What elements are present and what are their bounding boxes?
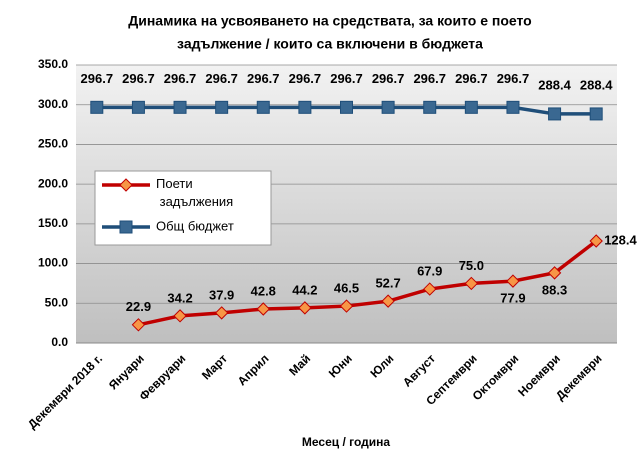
marker (256, 100, 270, 114)
marker (131, 100, 145, 114)
data-label: 296.7 (372, 71, 405, 86)
x-tick-label: Март (199, 351, 230, 382)
marker (339, 299, 354, 313)
data-label: 296.7 (455, 71, 488, 86)
marker (548, 107, 562, 121)
data-label: 288.4 (580, 77, 613, 92)
data-label: 296.7 (205, 71, 238, 86)
marker (464, 276, 479, 291)
x-tick-label: Май (286, 351, 313, 378)
data-label: 42.8 (251, 283, 276, 298)
data-label: 296.7 (81, 71, 114, 86)
legend-label: Общ бюджет (156, 218, 234, 233)
marker (173, 309, 187, 323)
data-label: 88.3 (542, 282, 567, 297)
marker (381, 294, 395, 308)
marker (506, 274, 520, 288)
x-tick-label: Януари (106, 351, 147, 392)
data-label: 296.7 (122, 71, 155, 86)
data-label: 296.7 (330, 71, 363, 86)
marker (119, 220, 133, 234)
marker (298, 301, 312, 315)
marker (340, 100, 353, 114)
data-label: 128.4 (604, 232, 637, 247)
data-label: 34.2 (167, 290, 192, 305)
data-label: 296.7 (289, 71, 322, 86)
data-label: 37.9 (209, 287, 234, 302)
data-label: 77.9 (500, 291, 525, 306)
data-label: 288.4 (538, 77, 571, 92)
series-line (138, 239, 598, 327)
chart-subtitle: задължение / които са включени в бюджета (177, 36, 483, 52)
y-tick-label: 350.0 (38, 57, 68, 71)
marker (381, 100, 395, 114)
marker (589, 107, 603, 121)
data-label: 22.9 (126, 299, 151, 314)
y-tick-label: 250.0 (38, 137, 68, 151)
marker (589, 234, 603, 248)
data-label: 46.5 (334, 281, 359, 296)
y-tick-label: 200.0 (38, 176, 68, 190)
data-label: 67.9 (417, 264, 442, 279)
marker (214, 306, 229, 320)
data-label: 75.0 (459, 258, 484, 273)
data-label: 296.7 (413, 71, 446, 86)
y-tick-label: 150.0 (38, 216, 68, 230)
x-tick-label: Юни (326, 351, 355, 380)
x-tick-label: Август (400, 351, 438, 389)
marker (547, 266, 562, 280)
marker (173, 100, 187, 114)
marker (119, 178, 133, 192)
x-tick-label: Декември 2018 г. (25, 351, 105, 431)
y-tick-label: 50.0 (45, 295, 69, 309)
marker (215, 100, 229, 114)
x-tick-label: Април (235, 351, 272, 388)
data-label: 296.7 (164, 71, 197, 86)
marker (90, 100, 104, 114)
x-tick-label: Юли (367, 351, 396, 380)
x-axis-title: Месец / година (302, 435, 390, 449)
data-label: 52.7 (375, 276, 400, 291)
marker (423, 100, 437, 114)
marker (506, 100, 520, 114)
marker (131, 318, 146, 332)
y-tick-label: 300.0 (38, 97, 68, 111)
y-tick-label: 0.0 (51, 335, 68, 349)
y-tick-label: 100.0 (38, 256, 68, 270)
marker (464, 100, 478, 114)
data-label: 44.2 (292, 282, 317, 297)
data-label: 296.7 (247, 71, 280, 86)
marker (298, 100, 312, 114)
chart-title: Динамика на усвояването на средствата, з… (128, 13, 531, 29)
marker (423, 282, 437, 296)
legend-label: Поети задължения (156, 176, 233, 209)
marker (256, 302, 270, 316)
data-label: 296.7 (497, 71, 530, 86)
